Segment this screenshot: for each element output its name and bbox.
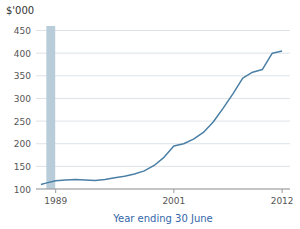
grid-line [36, 189, 290, 190]
x-tick [282, 189, 283, 193]
grid-line [36, 143, 290, 144]
x-tick [55, 189, 56, 193]
y-tick-label: 250 [14, 117, 31, 127]
grid-line [36, 121, 290, 122]
chart: 100 150 200 250 300 350 400 450 1989 2001 2012 Year… [0, 0, 300, 229]
y-grid [36, 31, 290, 189]
grid-line [36, 53, 290, 54]
x-axis-label: Year ending 30 June [112, 213, 213, 224]
shaded-span [46, 26, 55, 189]
y-tick-label: 300 [14, 94, 31, 104]
x-tick [173, 189, 174, 193]
y-tick-label: 100 [14, 185, 31, 195]
y-axis-label: $'000 [6, 5, 34, 16]
y-tick-label: 150 [14, 162, 31, 172]
grid-line [36, 166, 290, 167]
x-tick-label: 2001 [162, 196, 185, 206]
grid-line [36, 98, 290, 99]
y-tick-label: 450 [14, 26, 31, 36]
grid-line [36, 75, 290, 76]
plot-area [41, 26, 282, 189]
x-axis-line [36, 189, 290, 190]
line [41, 51, 282, 185]
x-tick-label: 1989 [44, 196, 67, 206]
y-tick-label: 350 [14, 71, 31, 81]
y-tick-label: 400 [14, 49, 31, 59]
x-tick-label: 2012 [271, 196, 294, 206]
y-tick-label: 200 [14, 139, 31, 149]
grid-line [36, 30, 290, 31]
